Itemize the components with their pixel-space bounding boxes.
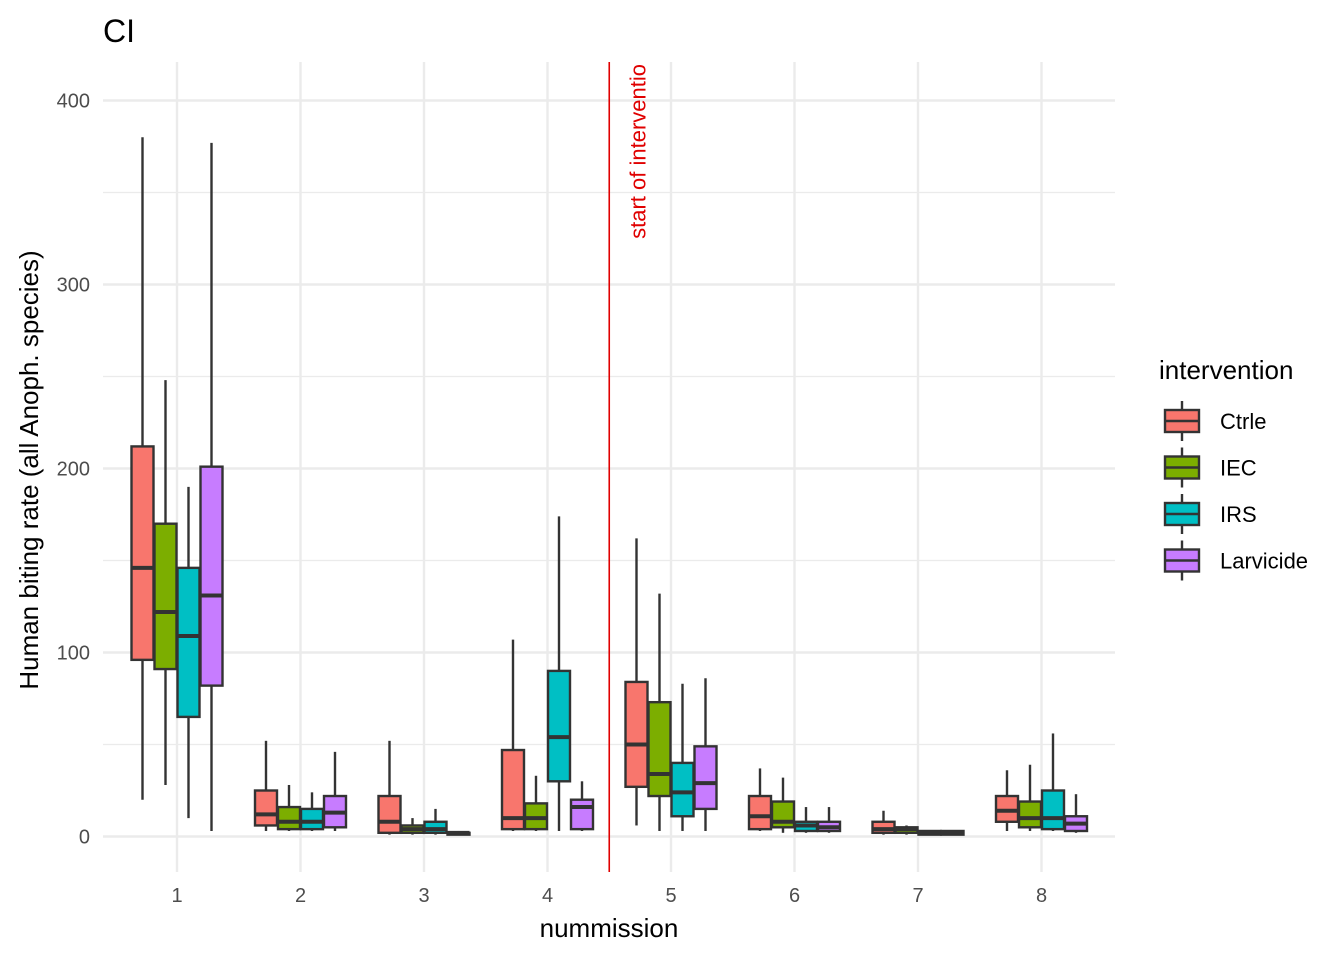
y-tick-label: 100 [57, 643, 90, 665]
box-irs-5 [670, 683, 695, 831]
box-larvicide-5 [693, 678, 718, 831]
x-tick-label: 4 [542, 885, 553, 907]
y-tick-label: 200 [57, 459, 90, 481]
box-irs-2 [299, 792, 325, 831]
legend-label: IEC [1220, 456, 1257, 481]
box-iec-8 [1017, 764, 1043, 831]
box-body [624, 680, 649, 789]
box-body [176, 566, 201, 719]
legend-item-iec: IEC [1163, 447, 1257, 488]
box-iec-2 [276, 784, 302, 831]
legend: intervention Ctrle IEC IRS Larvicide [1159, 355, 1308, 581]
box-iec-6 [770, 777, 796, 833]
box-body [693, 745, 718, 811]
legend-item-irs: IRS [1163, 494, 1257, 534]
box-larvicide-7 [940, 829, 965, 836]
x-tick-label: 5 [665, 885, 676, 907]
legend-item-larvicide: Larvicide [1163, 540, 1308, 581]
box-ctrle-3 [377, 740, 402, 835]
box-larvicide-3 [446, 830, 471, 836]
box-iec-5 [647, 593, 672, 831]
box-ctrle-1 [130, 137, 155, 800]
box-iec-7 [894, 825, 919, 835]
box-iec-3 [400, 818, 425, 835]
y-tick-label: 0 [79, 827, 90, 849]
box-irs-7 [917, 829, 942, 836]
box-body [199, 465, 224, 687]
y-tick-labels: 0 100 200 300 400 [57, 91, 90, 849]
x-tick-label: 6 [789, 885, 800, 907]
box-larvicide-2 [322, 751, 348, 831]
box-body [500, 748, 526, 831]
x-axis-title: nummission [540, 913, 679, 943]
box-body [1040, 789, 1066, 831]
y-tick-label: 400 [57, 91, 90, 113]
box-larvicide-6 [816, 807, 842, 833]
box-ctrle-7 [871, 810, 896, 835]
x-tick-labels: 1 2 3 4 5 6 7 8 [171, 885, 1047, 907]
box-body [276, 805, 302, 831]
box-ctrle-6 [747, 768, 773, 831]
x-tick-label: 7 [912, 885, 923, 907]
y-axis-title: Human biting rate (all Anoph. species) [14, 250, 44, 689]
box-irs-8 [1040, 733, 1066, 831]
box-iec-4 [523, 775, 549, 831]
intervention-label: start of interventio [625, 64, 650, 239]
plot-title: CI [103, 13, 135, 49]
box-larvicide-4 [569, 781, 595, 831]
box-irs-1 [176, 486, 201, 819]
y-tick-label: 300 [57, 275, 90, 297]
box-body [377, 794, 402, 835]
box-body [153, 522, 178, 671]
legend-label: Ctrle [1220, 409, 1266, 434]
box-body [130, 445, 155, 662]
box-body [670, 761, 695, 818]
box-body [569, 798, 595, 831]
box-body [1017, 800, 1043, 829]
x-tick-label: 1 [171, 885, 182, 907]
box-irs-6 [793, 807, 819, 833]
box-body [647, 700, 672, 798]
annotations: start of interventio [608, 62, 650, 872]
x-tick-label: 2 [295, 885, 306, 907]
box-irs-4 [546, 516, 572, 831]
box-series [130, 137, 1089, 836]
legend-label: Larvicide [1220, 549, 1308, 574]
box-iec-1 [153, 380, 178, 785]
legend-item-ctrle: Ctrle [1163, 401, 1266, 441]
box-irs-3 [423, 808, 448, 835]
legend-label: IRS [1220, 502, 1257, 527]
box-ctrle-8 [994, 770, 1020, 831]
x-tick-label: 3 [418, 885, 429, 907]
box-larvicide-8 [1063, 794, 1089, 833]
box-ctrle-5 [624, 538, 649, 826]
x-tick-label: 8 [1036, 885, 1047, 907]
box-body [299, 807, 325, 831]
box-ctrle-4 [500, 639, 526, 831]
legend-title: intervention [1159, 355, 1293, 385]
box-body [546, 669, 572, 783]
box-body [747, 794, 773, 831]
box-larvicide-1 [199, 142, 224, 831]
box-body [253, 789, 279, 827]
box-ctrle-2 [253, 740, 279, 831]
